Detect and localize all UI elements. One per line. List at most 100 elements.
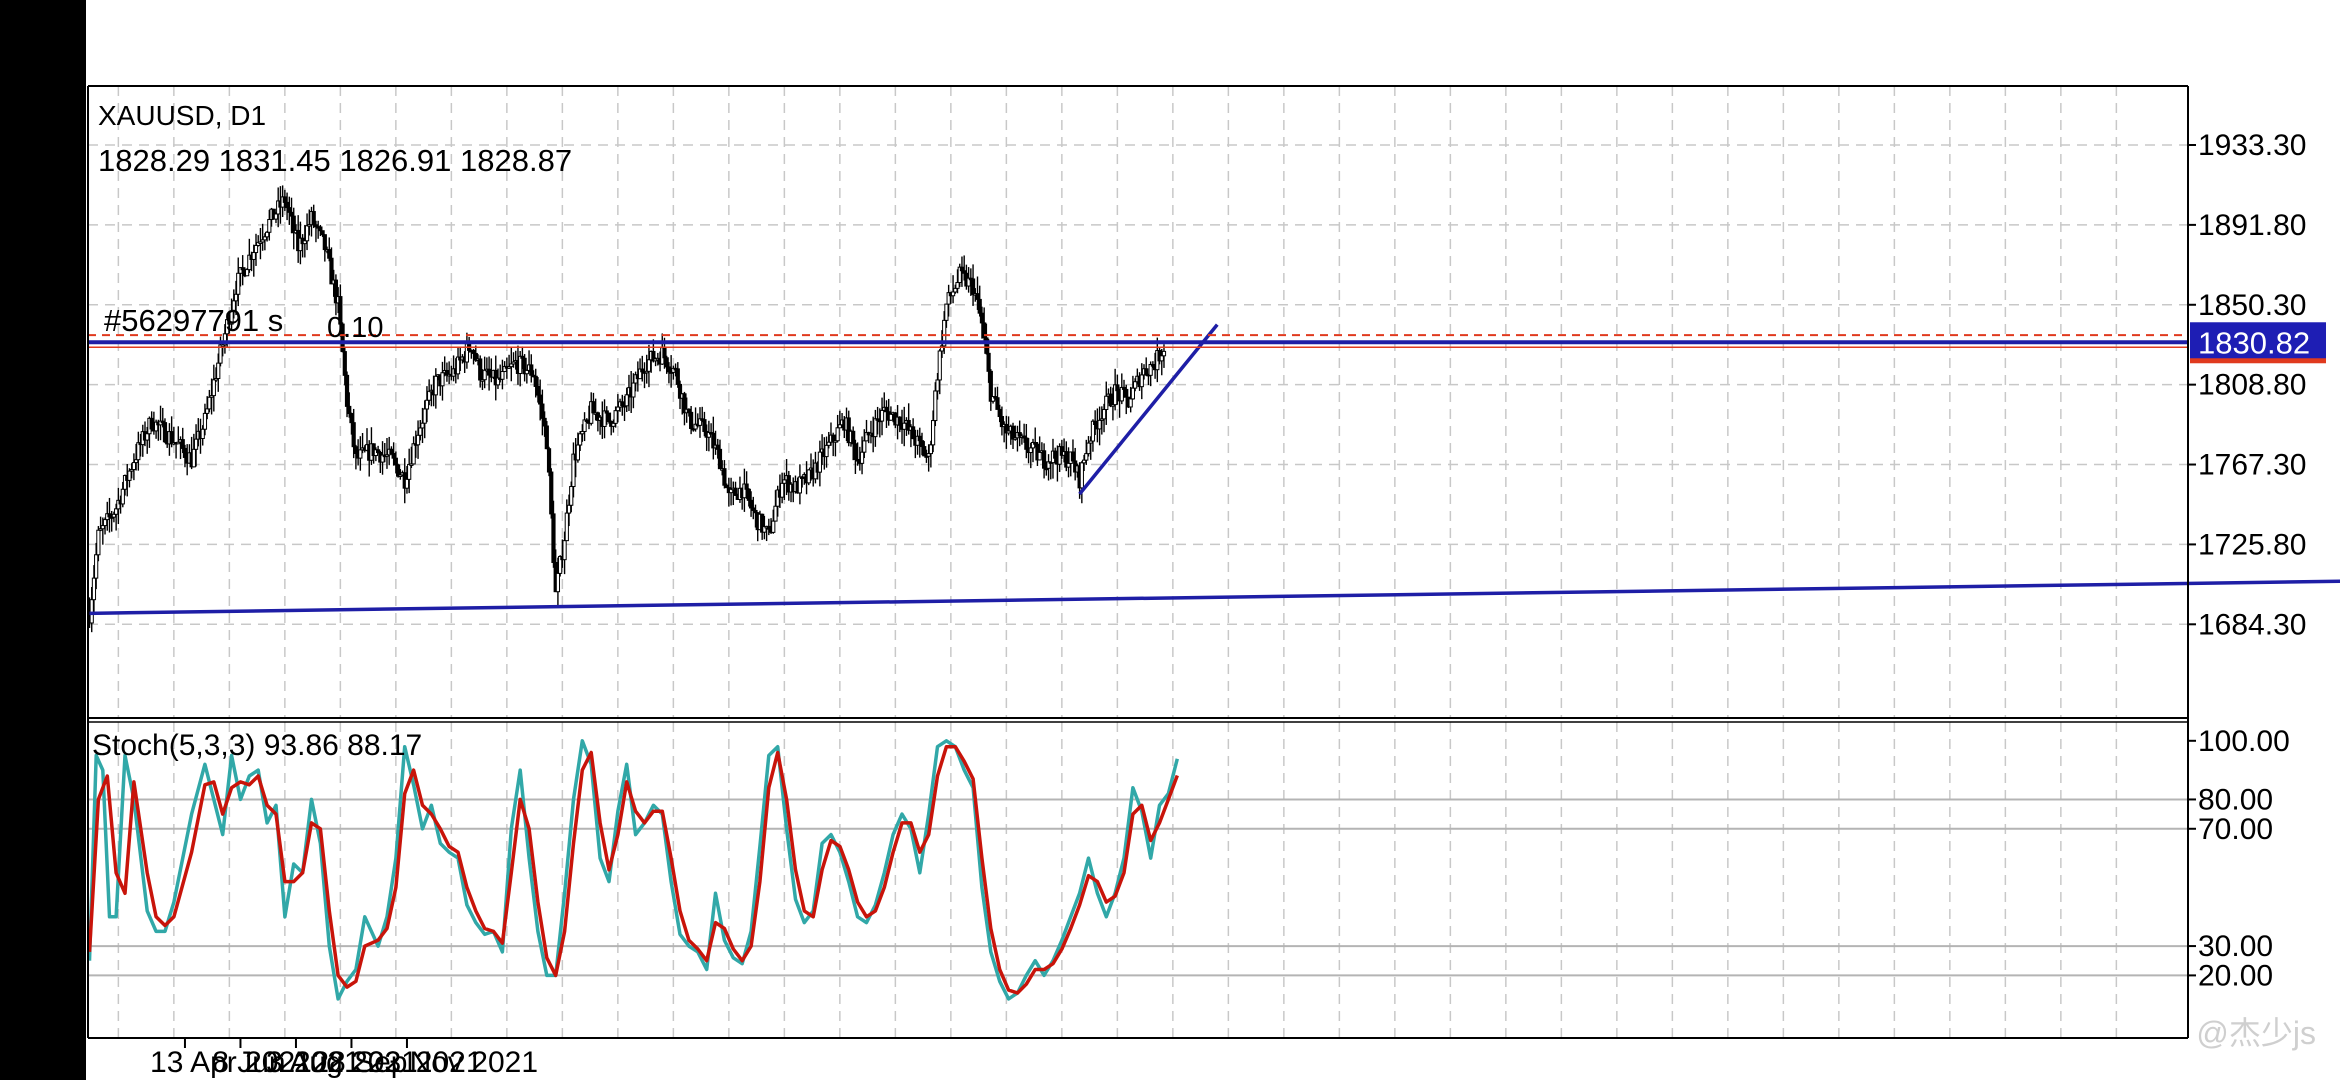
candle-body: [1148, 363, 1153, 376]
candle-body: [114, 508, 119, 515]
candle-body: [902, 422, 907, 430]
trendline: [89, 579, 2340, 616]
candle-body: [604, 410, 609, 414]
candle-body: [404, 478, 410, 489]
order-lot: 0.10: [327, 312, 384, 344]
candle-body: [722, 468, 727, 486]
candle-body: [1108, 393, 1113, 407]
candle-body: [202, 412, 208, 430]
candle-body: [320, 230, 325, 236]
candle-body: [304, 225, 310, 242]
axes: 1933.30 1891.80 1850.30 1808.80 1767.30 1725.…: [87, 85, 2326, 1079]
candle-body: [1159, 355, 1164, 362]
candle-body: [733, 487, 738, 496]
candle-body: [311, 211, 316, 226]
stoch-tick-label: 80.00: [2198, 783, 2273, 816]
candle-body: [1084, 453, 1089, 461]
candle-body: [322, 234, 327, 251]
candle-body: [1115, 384, 1120, 392]
candle-body: [418, 427, 423, 436]
candle-body: [631, 382, 636, 398]
order-label[interactable]: #56297791 s: [104, 303, 284, 338]
candle-body: [524, 369, 529, 375]
candle-body: [205, 408, 210, 414]
candle-body: [862, 440, 867, 453]
candle-body: [1124, 388, 1129, 398]
candle-body: [606, 412, 612, 422]
date-tick-label: 28 Sep 2021: [312, 1046, 482, 1079]
candle-body: [1161, 350, 1167, 357]
candle-body: [806, 469, 811, 484]
candle-body: [662, 347, 667, 359]
candle-body: [933, 390, 938, 422]
window-left-bar: [0, 0, 86, 1080]
candle-body: [922, 446, 927, 457]
candle-body: [970, 278, 976, 295]
candle-body: [911, 426, 916, 440]
candle-body: [1053, 450, 1058, 459]
candle-body: [94, 554, 99, 579]
candle-body: [753, 509, 758, 514]
candle-body: [817, 451, 822, 473]
candle-body: [169, 431, 174, 444]
candle-body: [835, 427, 840, 442]
candle-body: [624, 394, 629, 407]
candle-body: [342, 351, 347, 376]
price-tick-label: 1725.80: [2198, 528, 2306, 561]
price-tag[interactable]: [2190, 322, 2326, 363]
candle-body: [888, 413, 894, 421]
stoch-tick-label: 70.00: [2198, 813, 2273, 846]
candle-body: [620, 401, 625, 407]
candle-body: [518, 355, 523, 374]
candle-body: [773, 505, 778, 522]
candle-body: [782, 479, 787, 484]
candle-body: [979, 312, 985, 324]
candle-body: [997, 408, 1002, 418]
candle-body: [546, 448, 552, 473]
candle-body: [96, 529, 101, 556]
candle-body: [391, 453, 396, 459]
candle-body: [407, 463, 412, 480]
candle-body: [287, 207, 292, 213]
current-price-tag-label: 1830.82: [2198, 325, 2310, 360]
candle-body: [615, 406, 620, 412]
candle-body: [358, 449, 363, 459]
candle-body: [564, 512, 569, 542]
price-tick-label: 1767.30: [2198, 449, 2306, 482]
candle-body: [1130, 387, 1136, 400]
candle-body: [1086, 442, 1091, 455]
candle-body: [551, 513, 556, 563]
candle-body: [853, 443, 858, 460]
candle-body: [409, 463, 414, 466]
candle-body: [253, 244, 259, 254]
status-strip: [86, 0, 2340, 86]
date-tick-label: 8 Jun 2021: [212, 1046, 360, 1079]
candle-body: [193, 438, 199, 450]
candle-body: [959, 266, 965, 272]
candle-body: [393, 457, 398, 466]
candle-body: [1133, 381, 1138, 389]
candle-body: [859, 451, 865, 464]
candle-body: [975, 293, 980, 300]
ohlc-label: 1828.29 1831.45 1826.91 1828.87: [98, 143, 573, 178]
candle-body: [351, 422, 356, 448]
candle-body: [284, 201, 290, 209]
price-tick-label: 1684.30: [2198, 608, 2306, 641]
stoch-tick-label: 100.00: [2198, 725, 2290, 758]
candle-body: [211, 379, 216, 397]
candle-body: [919, 440, 925, 448]
candle-body: [780, 482, 785, 498]
candle-body: [715, 444, 720, 450]
candle-body: [1024, 437, 1029, 450]
candle-body: [120, 488, 125, 505]
candle-body: [500, 371, 505, 380]
candle-body: [162, 422, 168, 443]
price-panel: [87, 185, 2340, 633]
candle-body: [977, 298, 982, 314]
candle-body: [424, 399, 430, 410]
candle-body: [427, 390, 432, 401]
candle-body: [988, 370, 993, 402]
symbol-label: XAUUSD, D1: [98, 100, 267, 131]
candle-body: [233, 293, 239, 302]
